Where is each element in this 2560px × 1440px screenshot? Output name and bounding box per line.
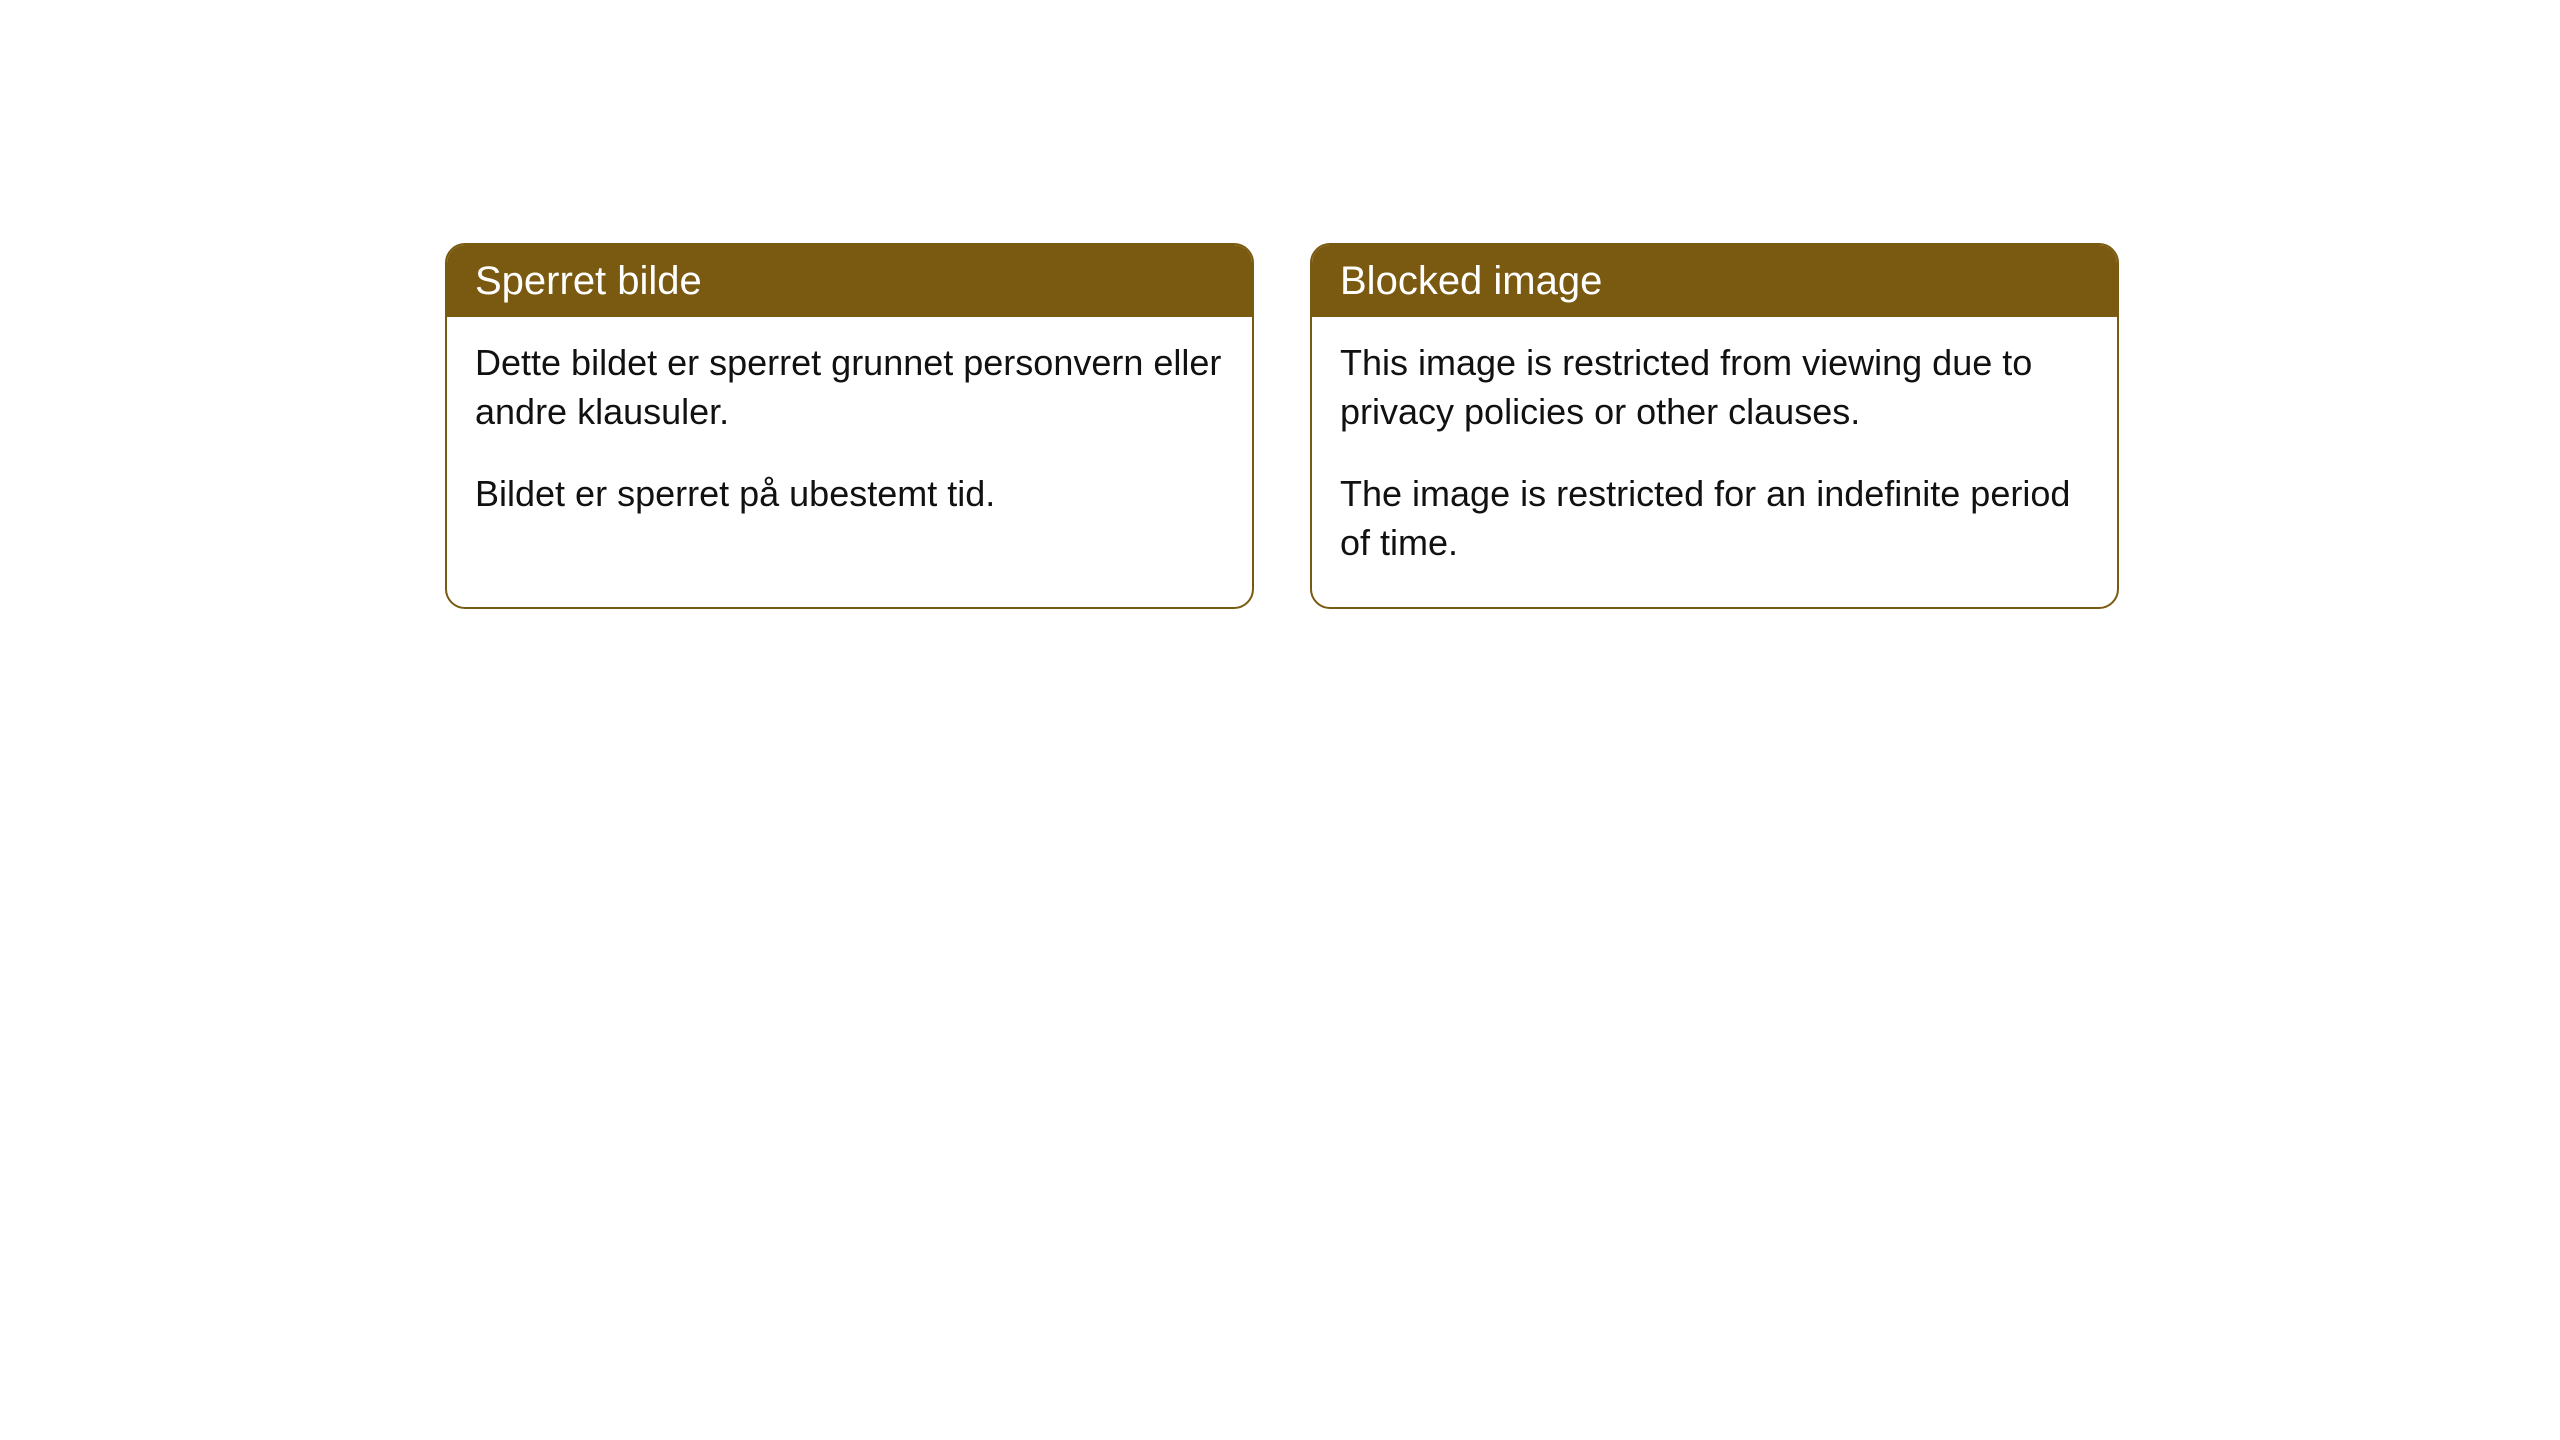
card-title-en: Blocked image [1340,259,1602,303]
card-text-no-1: Dette bildet er sperret grunnet personve… [475,339,1224,436]
card-header-en: Blocked image [1312,245,2117,317]
blocked-image-card-no: Sperret bilde Dette bildet er sperret gr… [445,243,1254,609]
card-header-no: Sperret bilde [447,245,1252,317]
card-title-no: Sperret bilde [475,259,702,303]
blocked-image-card-en: Blocked image This image is restricted f… [1310,243,2119,609]
card-body-en: This image is restricted from viewing du… [1312,317,2117,607]
card-text-en-2: The image is restricted for an indefinit… [1340,470,2089,567]
card-text-no-2: Bildet er sperret på ubestemt tid. [475,470,1224,519]
card-body-no: Dette bildet er sperret grunnet personve… [447,317,1252,559]
notice-container: Sperret bilde Dette bildet er sperret gr… [0,0,2560,609]
card-text-en-1: This image is restricted from viewing du… [1340,339,2089,436]
